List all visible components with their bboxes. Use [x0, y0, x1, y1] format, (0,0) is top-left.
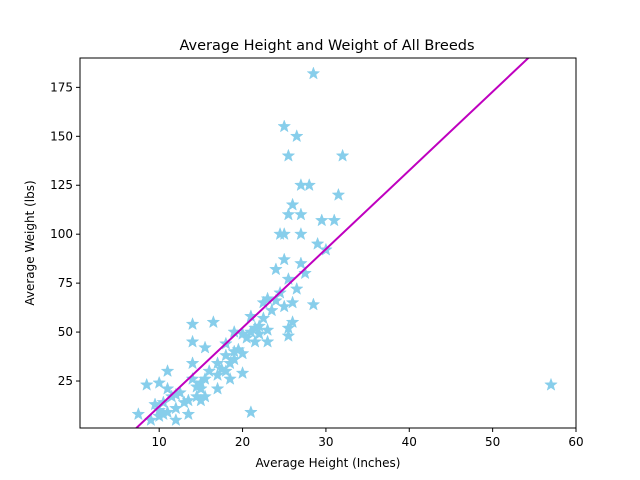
data-point-star	[264, 303, 279, 317]
data-point-star	[277, 226, 292, 241]
x-tick-label: 30	[318, 435, 333, 449]
data-point-star	[327, 213, 342, 227]
data-point-star	[202, 364, 217, 378]
data-point-star	[160, 405, 175, 419]
data-point-star	[302, 178, 317, 192]
data-point-star	[294, 256, 308, 270]
data-points	[131, 66, 558, 427]
data-point-star	[160, 381, 175, 395]
data-point-star	[281, 271, 296, 286]
data-point-star	[294, 207, 308, 221]
y-tick-label: 175	[50, 80, 73, 94]
x-tick-label: 10	[152, 435, 167, 449]
data-point-star	[289, 281, 304, 295]
x-tick-label: 40	[402, 435, 417, 449]
x-tick-label: 50	[485, 435, 500, 449]
y-tick-label: 100	[50, 227, 73, 241]
data-point-star	[281, 207, 296, 221]
data-point-star	[235, 365, 250, 380]
data-point-star	[244, 405, 258, 419]
data-point-star	[310, 236, 325, 250]
data-point-star	[277, 252, 292, 266]
data-point-star	[306, 66, 321, 80]
data-point-star	[219, 348, 233, 362]
chart-title: Average Height and Weight of All Breeds	[179, 38, 474, 54]
data-point-star	[260, 322, 275, 336]
data-point-star	[298, 266, 312, 280]
trendline	[134, 58, 530, 428]
data-point-star	[198, 371, 212, 385]
data-point-star	[206, 315, 221, 329]
data-point-star	[185, 334, 200, 348]
data-point-star	[185, 356, 200, 370]
data-point-star	[160, 364, 175, 378]
data-point-star	[294, 226, 308, 241]
y-axis-ticks: 25 50 75 100 125 150 175	[50, 80, 80, 388]
data-point-star	[331, 187, 346, 201]
data-point-star	[269, 262, 283, 276]
data-point-star	[210, 381, 225, 395]
data-point-star	[260, 291, 275, 305]
y-axis-label: Average Weight (lbs)	[23, 180, 37, 305]
data-point-star	[260, 334, 275, 348]
data-point-star	[289, 129, 304, 143]
data-point-star	[248, 334, 262, 348]
data-point-star	[285, 197, 300, 211]
x-tick-label: 20	[235, 435, 250, 449]
data-point-star	[152, 375, 167, 389]
data-point-star	[168, 401, 183, 415]
data-point-star	[544, 377, 558, 391]
trendline-layer	[134, 58, 530, 428]
data-point-star	[181, 393, 196, 407]
data-point-star	[277, 119, 292, 133]
data-point-star	[335, 148, 350, 162]
data-point-star	[185, 371, 200, 385]
y-tick-label: 125	[50, 178, 73, 192]
data-point-star	[281, 328, 296, 342]
data-point-star	[181, 407, 196, 421]
data-point-star	[219, 364, 233, 378]
data-point-star	[256, 311, 271, 325]
data-point-star	[131, 407, 146, 421]
data-point-star	[198, 389, 212, 403]
data-point-star	[281, 148, 296, 162]
data-point-star	[168, 412, 183, 427]
x-axis-ticks: 10 20 30 40 50 60	[152, 428, 584, 449]
data-point-star	[314, 213, 329, 227]
y-tick-label: 75	[58, 276, 73, 290]
data-point-star	[285, 295, 300, 309]
data-point-star	[223, 371, 237, 385]
data-point-star	[252, 326, 267, 340]
x-tick-label: 60	[568, 435, 583, 449]
y-tick-label: 50	[58, 325, 73, 339]
data-point-star	[306, 297, 321, 311]
data-point-star	[269, 293, 283, 307]
data-point-star	[277, 299, 292, 313]
y-tick-label: 150	[50, 129, 73, 143]
data-point-star	[210, 356, 225, 370]
data-point-star	[239, 330, 254, 344]
data-point-star	[210, 367, 225, 381]
data-point-star	[194, 381, 208, 395]
data-point-star	[185, 317, 200, 331]
data-point-star	[227, 352, 242, 366]
data-point-star	[139, 377, 154, 391]
data-point-star	[285, 315, 300, 329]
y-tick-label: 25	[58, 374, 73, 388]
data-point-star	[235, 346, 250, 360]
plot-frame	[79, 57, 577, 429]
data-point-star	[198, 340, 212, 354]
x-axis-label: Average Height (Inches)	[256, 456, 401, 470]
